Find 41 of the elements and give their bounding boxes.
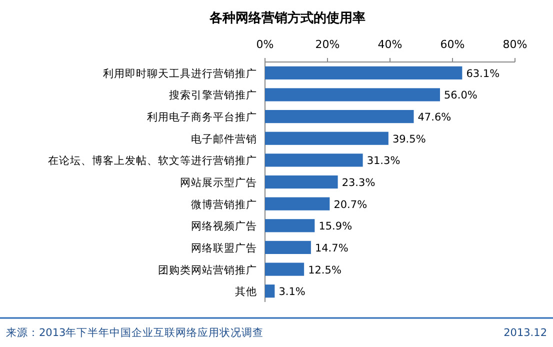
bar	[265, 284, 275, 298]
y-tick-label: 电子邮件营销	[191, 132, 257, 146]
x-tick-label: 80%	[502, 38, 528, 51]
x-tick-label: 60%	[440, 38, 465, 51]
y-tick-label: 网络视频广告	[191, 220, 257, 233]
data-label: 56.0%	[444, 90, 478, 102]
bar	[265, 175, 338, 189]
data-label: 31.3%	[366, 155, 400, 168]
data-label: 3.1%	[278, 286, 306, 298]
x-tick-label: 0%	[256, 38, 274, 51]
source-note: 来源：2013年下半年中国企业互联网络应用状况调查	[6, 326, 264, 339]
data-label: 20.7%	[334, 198, 368, 211]
y-tick-label: 在论坛、博客上发帖、软文等进行营销推广	[48, 154, 257, 168]
bar	[265, 197, 330, 210]
data-label: 14.7%	[314, 242, 348, 254]
data-label: 15.9%	[318, 220, 352, 233]
bar	[265, 154, 363, 167]
x-tick-label: 40%	[378, 38, 402, 51]
y-tick-label: 网站展示型广告	[180, 176, 257, 189]
bar	[265, 132, 388, 145]
bar	[265, 110, 414, 124]
y-tick-label: 微博营销推广	[191, 198, 257, 211]
bar	[265, 240, 311, 254]
data-label: 23.3%	[342, 177, 376, 189]
chart-title: 各种网络营销方式的使用率	[208, 10, 366, 26]
data-label: 63.1%	[466, 68, 500, 80]
y-tick-label: 网络联盟广告	[191, 241, 257, 254]
y-tick-label: 搜索引擎营销推广	[169, 88, 257, 102]
bar	[265, 262, 304, 276]
y-tick-label: 利用即时聊天工具进行营销推广	[103, 66, 257, 80]
y-tick-label: 其他	[235, 285, 257, 298]
text: 2013.12	[504, 327, 547, 339]
x-tick-label: 20%	[315, 38, 340, 51]
bar	[265, 66, 462, 80]
data-label: 12.5%	[308, 264, 342, 276]
bar	[265, 88, 440, 102]
data-label: 39.5%	[392, 133, 426, 146]
bar	[265, 219, 315, 232]
y-tick-label: 团购类网站营销推广	[158, 263, 257, 276]
y-tick-label: 利用电子商务平台推广	[147, 110, 257, 124]
data-label: 47.6%	[418, 112, 452, 124]
